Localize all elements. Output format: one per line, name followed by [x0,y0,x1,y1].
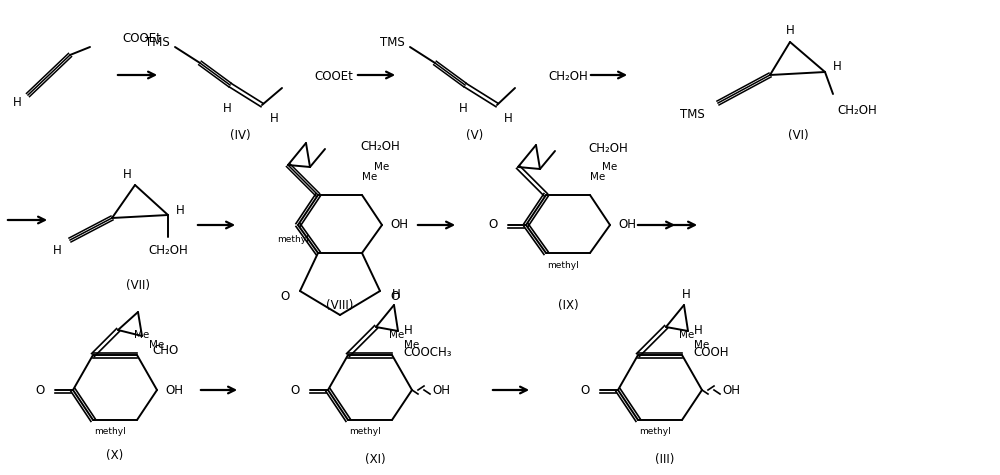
Text: (VI): (VI) [788,129,808,142]
Text: H: H [694,324,702,338]
Text: O: O [489,218,498,231]
Text: CH₂OH: CH₂OH [548,69,588,83]
Text: H: H [459,102,467,114]
Text: Me: Me [149,340,165,350]
Text: (V): (V) [466,129,484,142]
Text: TMS: TMS [145,36,170,48]
Text: OH: OH [390,218,408,231]
Text: OH: OH [165,383,183,397]
Text: O: O [581,383,590,397]
Text: H: H [123,169,131,181]
Text: H: H [53,244,62,256]
Text: O: O [281,289,290,303]
Text: (VII): (VII) [126,278,150,292]
Text: (IX): (IX) [558,298,578,312]
Text: OH: OH [722,383,740,397]
Text: (III): (III) [655,454,675,466]
Text: O: O [291,383,300,397]
Text: H: H [13,96,22,110]
Text: methyl: methyl [639,428,671,437]
Text: CH₂OH: CH₂OH [148,245,188,257]
Text: O: O [390,289,399,303]
Text: methyl: methyl [277,236,309,245]
Text: Me: Me [404,340,420,350]
Text: Me: Me [389,330,405,340]
Text: H: H [176,203,184,217]
Text: (XI): (XI) [365,454,385,466]
Text: CHO: CHO [152,343,178,357]
Text: H: H [786,23,794,37]
Text: Me: Me [679,330,695,340]
Text: Me: Me [590,172,605,182]
Text: methyl: methyl [349,428,381,437]
Text: methyl: methyl [94,428,126,437]
Text: H: H [404,324,412,338]
Text: OH: OH [618,218,636,231]
Text: TMS: TMS [380,36,405,48]
Text: TMS: TMS [680,108,705,122]
Text: COOEt: COOEt [314,69,353,83]
Text: COOH: COOH [693,346,728,360]
Text: H: H [392,288,400,302]
Text: (VIII): (VIII) [326,298,354,312]
Text: methyl: methyl [547,260,579,269]
Text: Me: Me [134,330,150,340]
Text: COOEt: COOEt [122,32,161,46]
Text: H: H [682,288,690,302]
Text: H: H [504,113,513,125]
Text: Me: Me [374,162,389,172]
Text: (X): (X) [106,448,124,462]
Text: CH₂OH: CH₂OH [588,142,628,155]
Text: OH: OH [432,383,450,397]
Text: O: O [36,383,45,397]
Text: Me: Me [602,162,617,172]
Text: Me: Me [694,340,710,350]
Text: Me: Me [362,172,377,182]
Text: H: H [833,60,841,74]
Text: CH₂OH: CH₂OH [837,104,877,116]
Text: H: H [223,102,231,114]
Text: (IV): (IV) [230,129,250,142]
Text: H: H [270,113,279,125]
Text: COOCH₃: COOCH₃ [403,346,452,360]
Text: CH₂OH: CH₂OH [360,141,400,153]
